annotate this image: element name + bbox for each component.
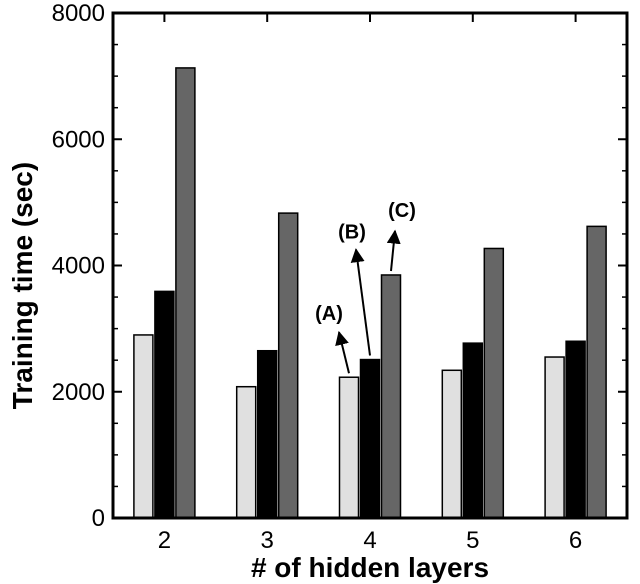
bar-4-s2 <box>359 358 381 519</box>
annotation-label: (A) <box>315 303 343 325</box>
x-tick-label: 3 <box>261 527 274 554</box>
y-tick-label: 8000 <box>52 0 105 27</box>
bar-2-s1 <box>133 334 154 519</box>
x-axis-title: # of hidden layers <box>251 552 489 583</box>
y-tick-label: 0 <box>92 505 105 532</box>
annotation-arrow <box>335 330 350 374</box>
y-axis-title: Training time (sec) <box>7 162 38 409</box>
bar-2-s2 <box>154 290 175 519</box>
x-tick-label: 2 <box>158 527 171 554</box>
bar-5-s3 <box>483 247 505 519</box>
annotation-label: (C) <box>388 200 416 222</box>
annotation-arrow <box>386 229 401 272</box>
bar-2-s3 <box>175 67 196 519</box>
bar-3-s1 <box>235 385 257 519</box>
bar-6-s3 <box>586 225 607 519</box>
x-tick-label: 4 <box>363 527 376 554</box>
x-tick-label: 5 <box>466 527 479 554</box>
ticks-layer: 0 2000 4000 6000 8000 2 3 4 5 6 <box>52 0 627 554</box>
bar-6-s1 <box>544 356 565 519</box>
bar-6-s2 <box>565 340 586 519</box>
x-tick-label: 6 <box>569 527 582 554</box>
bar-5-s2 <box>462 342 484 519</box>
bar-4-s3 <box>380 274 402 519</box>
bar-5-s1 <box>441 369 463 519</box>
annotation-arrow <box>350 248 371 356</box>
y-tick-label: 6000 <box>52 126 105 153</box>
bar-3-s2 <box>256 349 278 519</box>
bar-3-s3 <box>277 212 299 519</box>
bars-layer <box>133 67 607 519</box>
y-tick-label: 2000 <box>52 379 105 406</box>
annotation-label: (B) <box>338 222 366 244</box>
annotations-layer: (A) (B) (C) <box>315 200 416 374</box>
y-tick-label: 4000 <box>52 253 105 280</box>
bar-4-s1 <box>338 376 360 519</box>
